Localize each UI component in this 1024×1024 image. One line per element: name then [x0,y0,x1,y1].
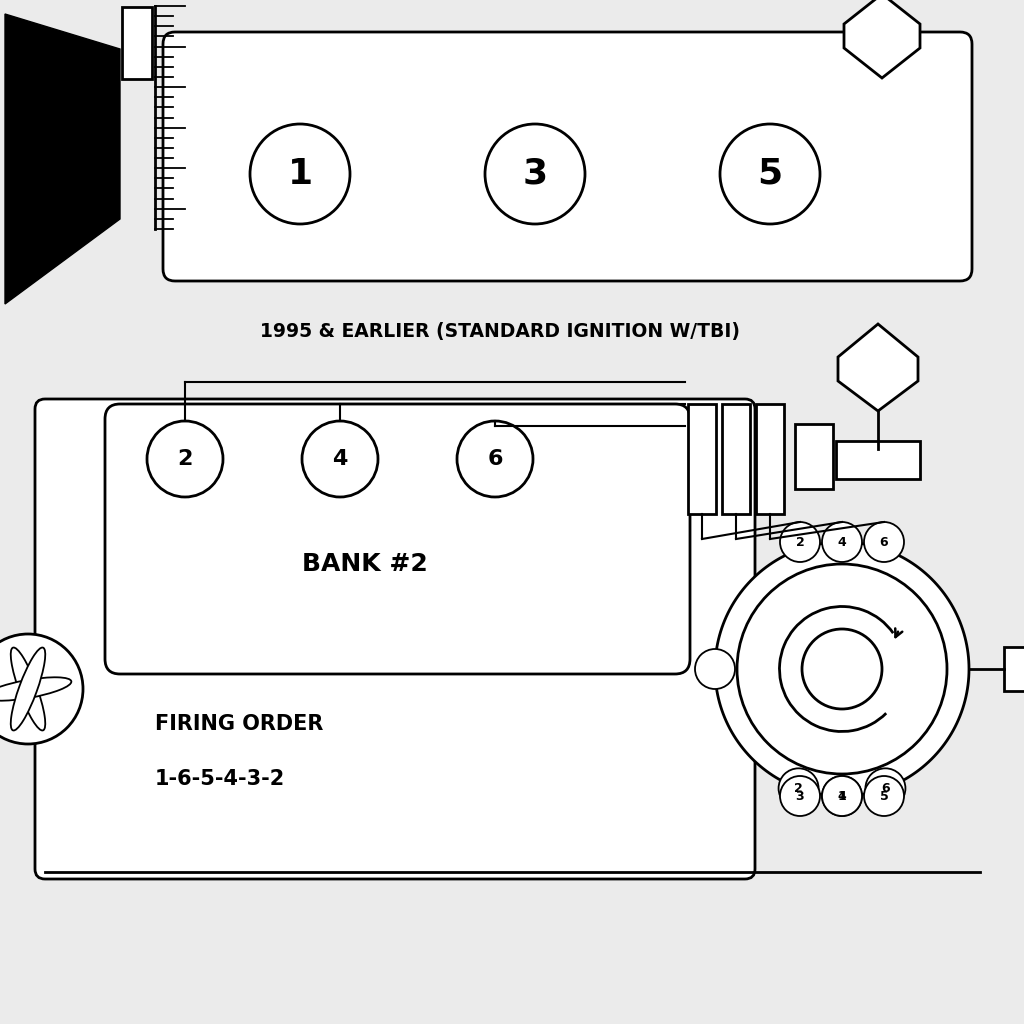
Circle shape [695,649,735,689]
Circle shape [457,421,534,497]
Text: 2: 2 [795,782,803,795]
Bar [795,424,833,489]
Polygon shape [715,542,969,796]
Circle shape [302,421,378,497]
Text: 1: 1 [838,790,847,803]
Circle shape [822,522,862,562]
Circle shape [865,768,905,808]
Circle shape [780,522,820,562]
Text: BANK #2: BANK #2 [302,552,428,575]
Circle shape [822,776,862,816]
Circle shape [802,629,882,709]
Text: 1-6-5-4-3-2: 1-6-5-4-3-2 [155,769,286,790]
Text: 6: 6 [487,449,503,469]
Circle shape [0,634,83,744]
Circle shape [780,776,820,816]
Circle shape [864,522,904,562]
Bar [688,404,716,514]
FancyBboxPatch shape [35,399,755,879]
Circle shape [485,124,585,224]
Text: 5: 5 [880,790,889,803]
Text: 4: 4 [838,790,847,803]
Circle shape [147,421,223,497]
Circle shape [778,768,818,808]
Bar [1004,647,1024,691]
Polygon shape [844,0,920,78]
Text: 6: 6 [881,782,890,795]
Polygon shape [838,324,918,411]
FancyBboxPatch shape [105,404,690,674]
Text: 6: 6 [880,536,888,549]
Circle shape [720,124,820,224]
Text: 2: 2 [177,449,193,469]
Circle shape [864,776,904,816]
Ellipse shape [10,647,45,730]
Ellipse shape [10,647,45,730]
Text: 3: 3 [796,790,804,803]
Circle shape [822,776,862,816]
Text: 1995 & EARLIER (STANDARD IGNITION W/TBI): 1995 & EARLIER (STANDARD IGNITION W/TBI) [260,323,740,341]
Ellipse shape [0,677,72,700]
Text: 4: 4 [838,536,847,549]
Bar [756,404,784,514]
Bar [722,404,750,514]
Text: 4: 4 [333,449,348,469]
Text: 2: 2 [796,536,805,549]
Bar [122,7,152,79]
Polygon shape [5,14,120,304]
Circle shape [737,564,947,774]
Bar [836,441,920,479]
Text: 5: 5 [758,157,782,191]
Text: FIRING ORDER: FIRING ORDER [155,714,324,734]
Text: 3: 3 [522,157,548,191]
FancyBboxPatch shape [163,32,972,281]
Circle shape [250,124,350,224]
Text: 1: 1 [288,157,312,191]
